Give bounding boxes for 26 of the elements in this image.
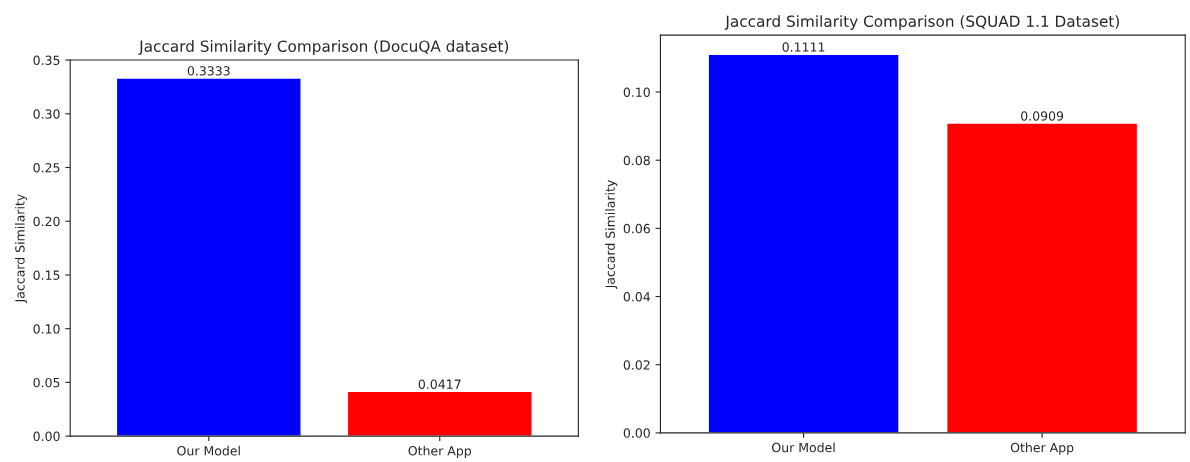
y-tick-label: 0.10 [623,87,650,97]
y-axis-title: Jaccard Similarity [605,180,618,289]
x-tick-label: Other App [1010,442,1074,455]
y-axis-title: Jaccard Similarity [15,194,28,304]
y-tick-label: 0.15 [33,270,60,280]
y-tick-label: 0.35 [33,55,60,65]
y-tick-label: 0.00 [33,431,60,442]
data-label: 0.3333 [187,66,230,76]
x-tick-label: Our Model [177,445,240,456]
y-tick-label: 0.04 [623,292,651,302]
chart-title: Jaccard Similarity Comparison (DocuQA dataset) [138,40,509,55]
chart-title: Jaccard Similarity Comparison (SQUAD 1.1 Dataset) [724,15,1119,30]
data-label: 0.1111 [782,42,825,52]
data-label: 0.0417 [418,379,461,389]
y-tick-label: 0.05 [33,377,60,388]
x-tick-label: Our Model [772,442,835,453]
y-tick-label: 0.08 [623,155,650,166]
y-tick-label: 0.20 [33,216,60,227]
y-tick-label: 0.30 [33,109,60,119]
data-label: 0.0909 [1021,111,1064,121]
y-tick-label: 0.10 [33,324,60,334]
x-tick-label: Other App [408,445,472,458]
y-tick-label: 0.00 [623,428,650,438]
y-tick-label: 0.06 [623,223,650,234]
y-tick-label: 0.02 [623,360,650,370]
y-tick-label: 0.25 [33,162,60,173]
